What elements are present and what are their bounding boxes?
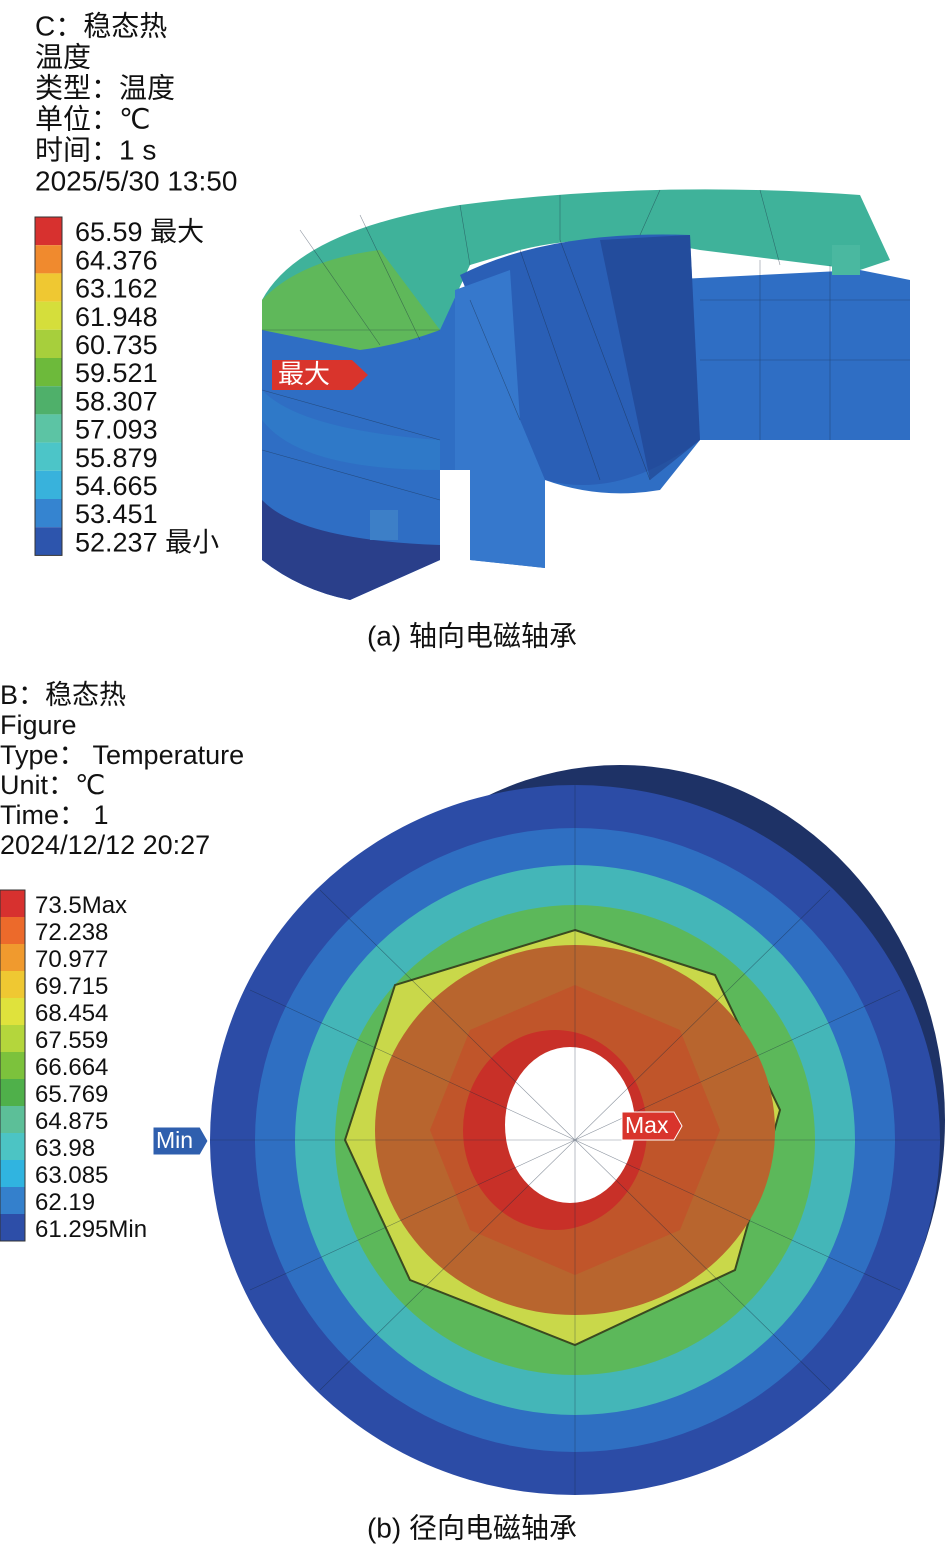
legend-frame [0,889,26,1242]
legend-label: 64.875 [35,1108,108,1135]
legend-swatch [0,1133,25,1160]
header-line: 2025/5/30 13:50 [35,165,237,196]
caption: (a) 轴向电磁轴承 [367,620,577,651]
legend-label: 65.769 [35,1081,108,1108]
legend-label: 58.307 [75,386,158,416]
legend-swatch [0,1025,25,1052]
legend-label: 68.454 [35,1000,108,1027]
legend-label: 61.295Min [35,1216,147,1243]
legend-swatch [0,1052,25,1079]
legend-label: 60.735 [75,330,158,360]
bottom-ring [262,500,440,600]
legend-swatch [0,971,25,998]
legend-swatch [35,442,62,471]
legend-swatch [0,1079,25,1106]
legend-label: 62.19 [35,1189,95,1216]
header-line: Type： Temperature [0,740,244,770]
legend-label: 72.238 [35,919,108,946]
cut-block [455,270,545,568]
max-flag [621,1111,683,1141]
legend-swatch [35,329,62,358]
legend-label: 54.665 [75,471,158,501]
header-line: 时间：1 s [35,134,156,165]
legend-label: 65.59 最大 [75,217,204,247]
legend-label: 67.559 [35,1027,108,1054]
legend-swatch [0,1160,25,1187]
header-line: 单位：℃ [35,103,150,134]
legend-swatch [35,499,62,528]
legend-swatch [0,1187,25,1214]
legend-swatch [0,890,25,917]
max-label: 最大 [278,359,330,389]
legend-label: 53.451 [75,499,158,529]
min-flag [152,1126,209,1156]
top-warm [262,250,440,350]
legend-swatch [0,917,25,944]
caption: (b) 径向电磁轴承 [367,1512,577,1543]
legend-label: 63.98 [35,1135,95,1162]
header-line: 类型：温度 [35,72,175,103]
mesh [261,189,910,501]
legend-label: 63.085 [35,1162,108,1189]
legend-label: 70.977 [35,946,108,973]
legend-frame [34,216,63,556]
legend-swatch [35,358,62,387]
pole-slot [370,510,398,540]
legend-swatch [35,386,62,415]
legend-swatch [0,1214,25,1241]
legend-swatch [35,245,62,274]
legend-label: 64.376 [75,245,158,275]
header-line: 温度 [35,41,91,72]
legend-swatch [35,273,62,302]
legend-swatch [35,301,62,330]
header-line: C：稳态热 [35,10,167,41]
header-line: B：稳态热 [0,680,126,710]
legend-label: 59.521 [75,358,158,388]
header-line: Figure [0,710,77,740]
legend-swatch [35,470,62,499]
legend-label: 66.664 [35,1054,108,1081]
max-flag [272,360,368,390]
legend-label: 57.093 [75,415,158,445]
legend-label: 52.237 最小 [75,527,219,557]
pole-slot [832,245,860,275]
header-line: Time： 1 [0,800,109,830]
legend-swatch [35,414,62,443]
legend-label: 55.879 [75,443,158,473]
header-line: Unit：℃ [0,770,105,800]
header-line: 2024/12/12 20:27 [0,830,210,860]
legend-label: 69.715 [35,973,108,1000]
bore-hole [505,1047,635,1203]
legend-label: 73.5Max [35,892,127,919]
radial-bearing-render: Min Max [152,765,945,1495]
legend-label: 61.948 [75,302,158,332]
side-ring [262,390,440,470]
max-label: Max [625,1112,669,1138]
min-label: Min [156,1127,193,1153]
bore-shade [600,235,700,480]
legend-swatch [35,527,62,556]
mesh [210,785,940,1495]
legend-swatch [35,217,62,246]
legend-label: 63.162 [75,274,158,304]
legend-swatch [0,998,25,1025]
legend-swatch [0,944,25,971]
legend-swatch [0,1106,25,1133]
axial-bearing-render: 最大 [261,189,910,600]
